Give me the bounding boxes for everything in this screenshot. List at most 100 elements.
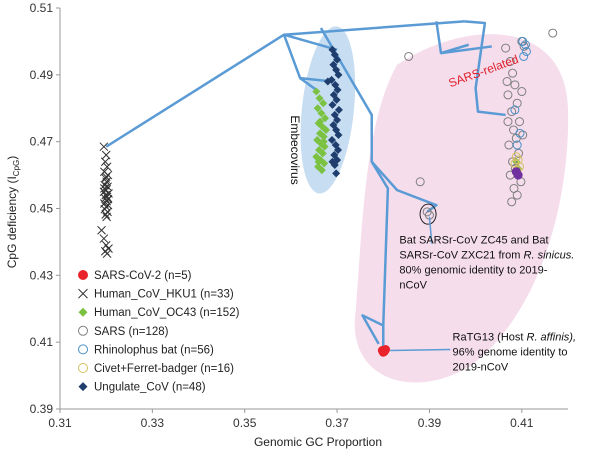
tree-branch — [370, 160, 438, 213]
data-point — [519, 41, 529, 51]
data-point — [317, 166, 326, 175]
data-point — [515, 128, 525, 138]
y-tick-label: 0.51 — [30, 1, 54, 15]
data-point — [502, 77, 512, 87]
legend-marker — [78, 344, 88, 355]
data-point — [380, 346, 390, 356]
data-point — [101, 202, 111, 212]
legend-marker — [78, 270, 88, 280]
y-axis-label-sub: CpG — [12, 160, 21, 176]
annotation-arrow — [390, 348, 451, 352]
data-point — [320, 142, 329, 151]
data-point — [513, 170, 523, 180]
annotation-text: RaTG13 (Host R. affinis), — [453, 331, 576, 343]
annotation-arrow — [428, 216, 433, 244]
data-point — [510, 105, 520, 115]
legend-marker — [78, 363, 88, 373]
embecovirus-region — [300, 26, 356, 194]
data-point — [312, 87, 321, 96]
data-point — [101, 210, 111, 219]
x-axis-label: Genomic GC Proportion — [254, 435, 382, 449]
data-point — [503, 90, 513, 100]
data-point — [328, 100, 337, 109]
data-point — [415, 177, 425, 187]
x-tick-label: 0.33 — [141, 416, 165, 430]
data-point — [501, 43, 511, 53]
data-point — [328, 157, 337, 166]
legend-marker — [78, 325, 88, 336]
data-point — [321, 114, 330, 123]
x-tick-label: 0.35 — [233, 416, 257, 430]
data-point — [332, 169, 341, 178]
data-point — [316, 117, 325, 126]
legend-entry: SARS (n=128) — [94, 326, 169, 338]
legend-entry: Ungulate_CoV (n=48) — [94, 382, 206, 394]
x-tick-label: 0.31 — [48, 416, 72, 430]
data-point — [334, 130, 343, 139]
data-point — [103, 194, 113, 204]
data-point — [505, 56, 515, 66]
sars-related-region — [354, 34, 569, 383]
data-point — [508, 68, 518, 78]
region-shading — [300, 26, 569, 383]
y-tick-label: 0.45 — [30, 202, 54, 216]
data-point — [314, 157, 323, 166]
data-points — [97, 28, 558, 357]
embecovirus-label: Embecovirus — [288, 115, 302, 184]
data-point — [512, 190, 522, 200]
data-point — [328, 135, 337, 144]
data-point — [100, 157, 110, 167]
data-point — [517, 87, 527, 97]
y-tick-label: 0.43 — [30, 268, 54, 282]
data-point — [334, 105, 343, 114]
data-point — [102, 249, 112, 258]
data-point — [510, 158, 520, 168]
axes: 0.39 0.41 0.43 0.45 0.47 0.49 0.51 0.31 0.33 0.35… — [30, 1, 568, 430]
x-tick-label: 0.39 — [418, 416, 442, 430]
data-point — [318, 149, 327, 158]
data-point — [101, 172, 111, 182]
legend: SARS-CoV-2 (n=5) Human_CoV_HKU1 (n=33) Hum… — [78, 270, 240, 394]
data-point — [518, 130, 528, 140]
data-point — [519, 51, 529, 61]
x-tick-label: 0.37 — [325, 416, 349, 430]
data-point — [332, 95, 341, 104]
data-point — [322, 125, 331, 134]
legend-marker — [78, 288, 88, 299]
x-tick-label: 0.41 — [510, 416, 534, 430]
data-point — [512, 140, 522, 150]
legend-entry: Human_CoV_OC43 (n=152) — [94, 307, 240, 319]
y-axis-label-close: ) — [5, 156, 19, 160]
data-point — [334, 70, 343, 79]
tree-branch — [283, 33, 338, 51]
data-point — [333, 85, 342, 94]
legend-entry: Rhinolophus bat (n=56) — [94, 344, 214, 356]
data-point — [333, 115, 342, 124]
data-point — [510, 80, 520, 90]
y-tick-label: 0.41 — [30, 335, 54, 349]
y-axis-label: CpG deficiency (ICpG) — [5, 156, 21, 269]
y-axis-label-main: CpG deficiency (I — [5, 176, 19, 268]
data-point — [99, 234, 109, 243]
data-point — [513, 155, 523, 165]
y-tick-label: 0.39 — [30, 402, 54, 416]
annotation-text: 80% genomic identity to 2019- — [399, 265, 547, 277]
data-point — [507, 197, 517, 207]
legend-entry: SARS-CoV-2 (n=5) — [94, 270, 192, 282]
y-tick-label: 0.49 — [30, 68, 54, 82]
annotation-text: 96% genome identity to — [453, 346, 568, 358]
tree-branch — [361, 314, 384, 345]
data-point — [319, 137, 328, 146]
data-point — [97, 225, 106, 235]
data-point — [315, 94, 324, 103]
highlight-circle — [419, 203, 437, 225]
data-point — [317, 109, 326, 118]
data-point — [102, 162, 112, 172]
data-point — [323, 77, 332, 86]
data-point — [333, 55, 342, 64]
legend-entry: Civet+Ferret-badger (n=16) — [94, 363, 234, 375]
tree-branch — [463, 20, 506, 117]
data-point — [99, 142, 109, 152]
annotation-text: SARSr-CoV ZXC21 from R. sinicus. — [399, 250, 574, 262]
